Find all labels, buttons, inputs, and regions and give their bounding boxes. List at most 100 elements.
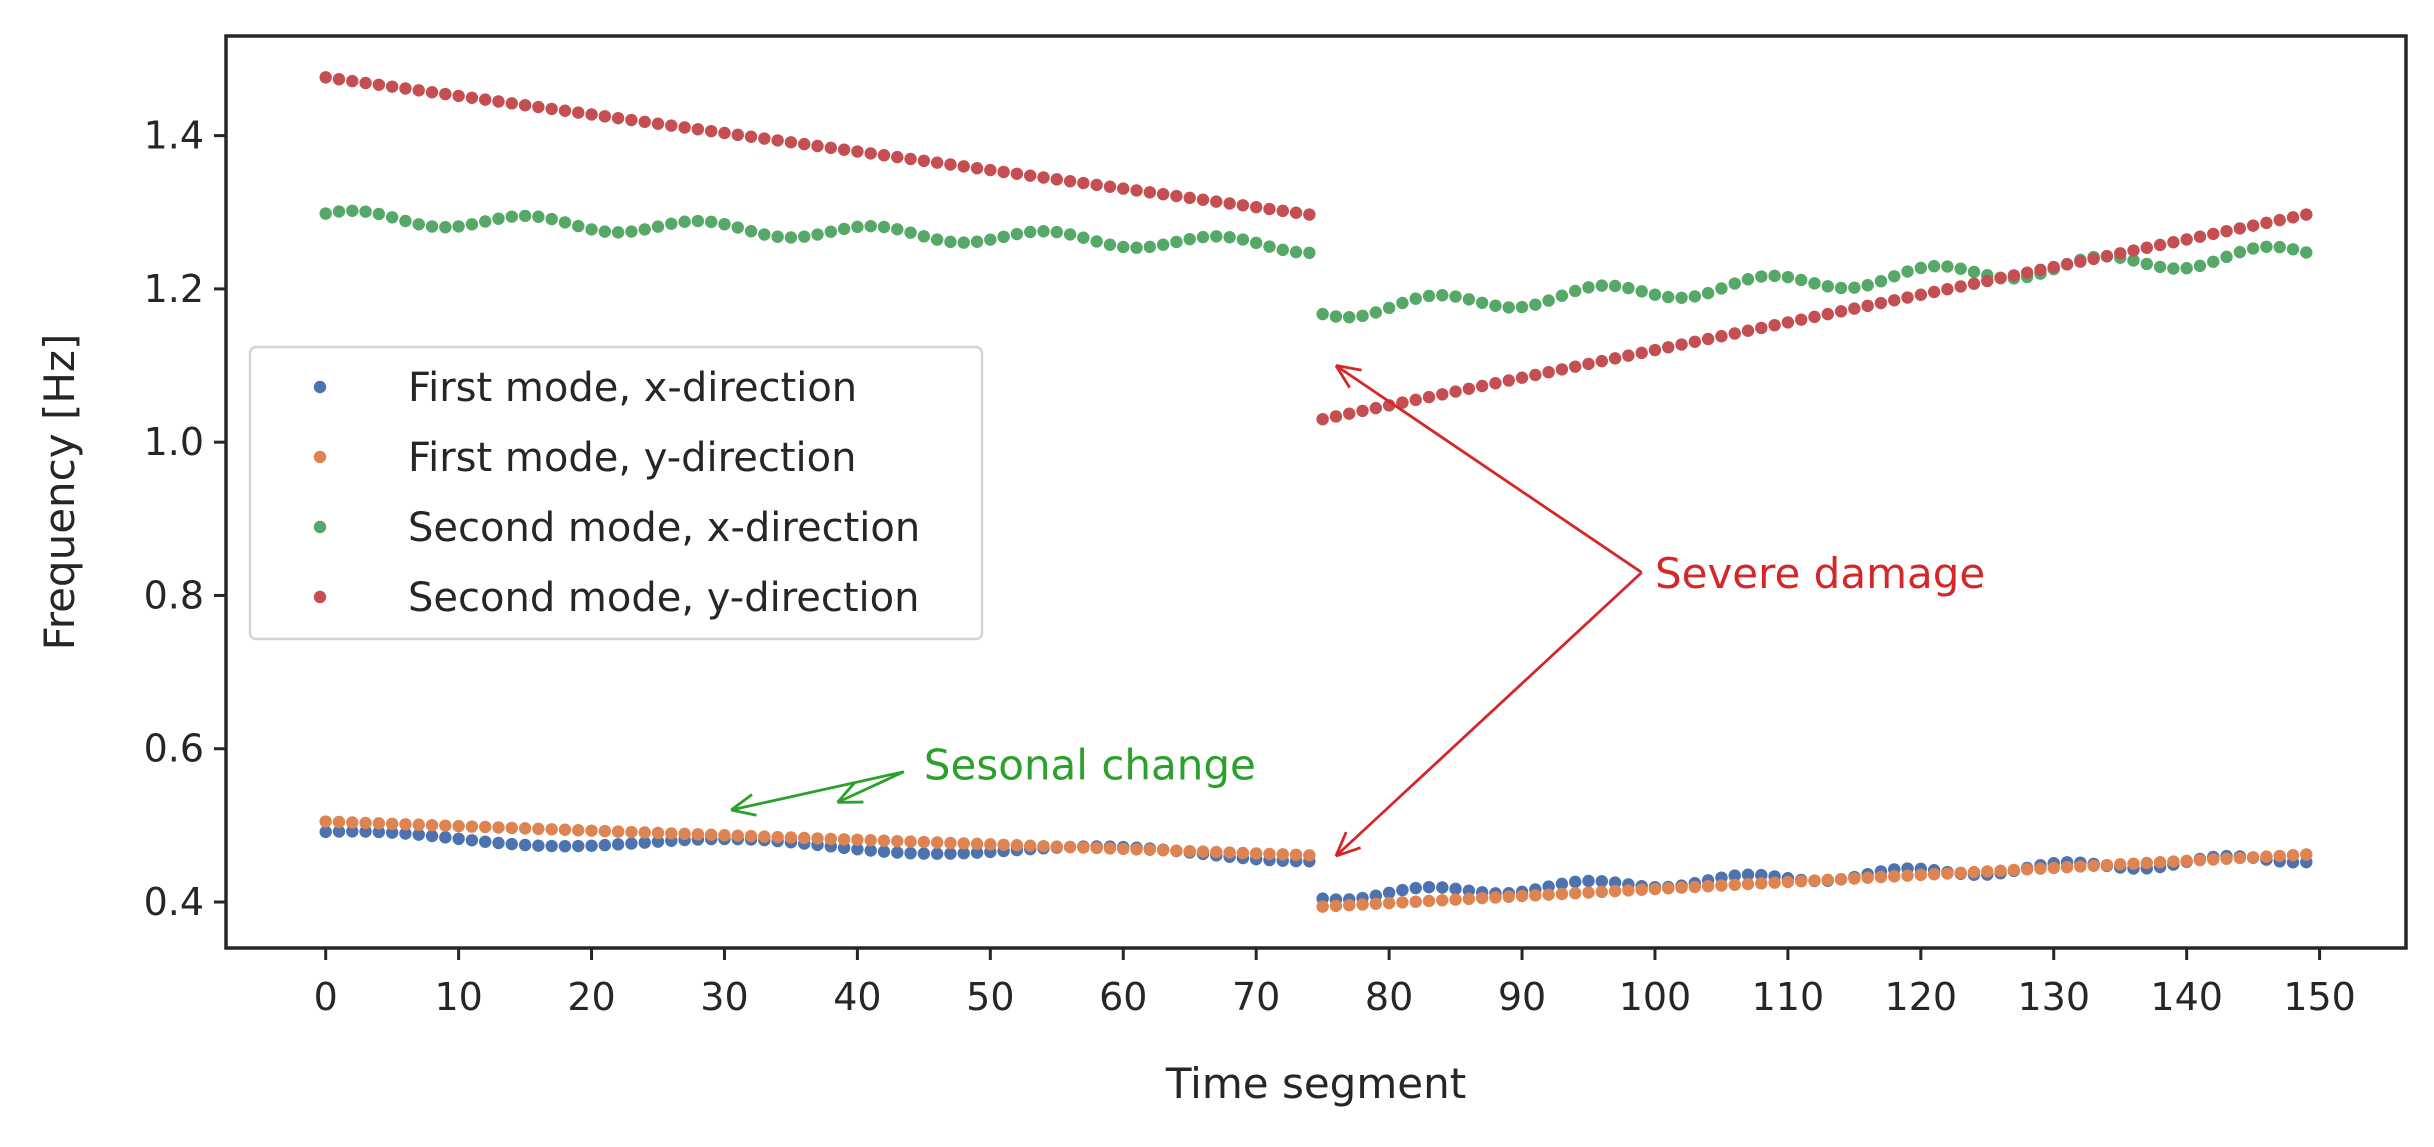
data-point-series-3: [1223, 231, 1236, 244]
data-point-series-2: [505, 821, 518, 835]
data-point-series-3: [1436, 289, 1449, 302]
data-point-series-2: [1289, 848, 1303, 862]
data-point-series-2: [1382, 896, 1396, 910]
data-point-series-2: [744, 829, 758, 843]
data-point-series-1: [1595, 875, 1608, 888]
data-point-series-4: [518, 98, 532, 112]
data-point-series-4: [758, 132, 771, 145]
data-point-series-2: [1927, 868, 1941, 881]
data-point-series-2: [2060, 860, 2074, 874]
data-point-series-4: [2140, 241, 2153, 254]
data-point-series-4: [877, 149, 891, 162]
data-point-series-2: [545, 823, 558, 836]
data-point-series-4: [1582, 357, 1595, 371]
data-point-series-2: [465, 820, 479, 833]
data-point-series-4: [1994, 271, 2007, 285]
data-point-series-3: [704, 215, 718, 229]
legend-entry-label: Second mode, y-direction: [408, 575, 919, 621]
data-point-series-3: [1396, 296, 1409, 310]
data-point-series-2: [332, 815, 346, 829]
data-point-series-1: [1555, 877, 1569, 891]
data-point-series-3: [1569, 284, 1582, 298]
data-point-series-2: [851, 833, 864, 846]
data-point-series-2: [1489, 891, 1502, 904]
data-point-series-4: [1024, 169, 1037, 182]
data-point-series-2: [2167, 855, 2180, 868]
data-point-series-2: [2140, 856, 2153, 870]
data-point-series-2: [1156, 844, 1170, 857]
legend-entry-label: First mode, y-direction: [408, 435, 856, 481]
data-point-series-2: [1808, 874, 1821, 887]
data-point-series-4: [1170, 189, 1183, 203]
data-point-series-2: [824, 832, 838, 846]
data-point-series-1: [1396, 883, 1409, 897]
data-point-series-4: [2233, 222, 2247, 235]
data-point-series-2: [1914, 868, 1928, 882]
data-point-series-2: [1409, 895, 1422, 908]
data-point-series-1: [479, 835, 492, 848]
data-point-series-3: [399, 214, 412, 228]
data-point-series-2: [1170, 844, 1183, 857]
data-point-series-4: [1648, 343, 1662, 357]
data-point-series-3: [824, 225, 838, 238]
data-point-series-2: [877, 834, 891, 847]
data-point-series-3: [1741, 273, 1755, 286]
data-point-series-3: [2127, 254, 2140, 267]
data-point-series-3: [492, 212, 505, 225]
data-point-series-4: [1090, 178, 1103, 192]
data-point-series-3: [758, 228, 771, 241]
data-point-series-3: [2220, 250, 2233, 264]
data-point-series-2: [665, 827, 678, 840]
data-point-series-4: [1103, 180, 1117, 193]
data-point-series-3: [864, 219, 877, 233]
data-point-series-2: [2300, 848, 2313, 861]
data-point-series-4: [359, 76, 372, 90]
legend-entry-label: First mode, x-direction: [408, 365, 857, 411]
data-point-series-3: [2260, 240, 2273, 253]
data-point-series-4: [505, 97, 518, 110]
data-point-series-3: [1582, 281, 1595, 294]
data-point-series-3: [1622, 281, 1635, 295]
y-tick-label: 0.4: [144, 880, 204, 924]
data-point-series-3: [1861, 279, 1874, 292]
data-point-series-3: [2193, 259, 2207, 273]
x-tick-label: 70: [1232, 975, 1280, 1019]
data-point-series-3: [798, 230, 811, 243]
data-point-series-3: [1422, 289, 1436, 303]
data-point-series-2: [492, 821, 505, 834]
data-point-series-3: [718, 217, 731, 231]
data-point-series-2: [970, 837, 984, 851]
data-point-series-4: [532, 100, 545, 114]
data-point-series-1: [930, 847, 944, 860]
y-tick-label: 1.2: [144, 267, 204, 311]
data-point-series-1: [837, 841, 851, 855]
data-point-series-4: [2020, 266, 2034, 279]
x-tick-label: 100: [1619, 975, 1692, 1019]
data-point-series-3: [1196, 230, 1210, 244]
annotation-arrow: [1334, 364, 1643, 574]
data-point-series-4: [824, 141, 838, 155]
x-axis-label: Time segment: [1165, 1059, 1466, 1108]
data-point-series-4: [1834, 305, 1848, 318]
data-point-series-4: [2060, 258, 2074, 271]
data-point-series-2: [811, 832, 824, 845]
data-point-series-4: [851, 145, 864, 158]
data-point-series-4: [1542, 365, 1555, 379]
data-point-series-4: [1874, 296, 1888, 310]
data-point-series-2: [1143, 843, 1157, 856]
data-point-series-3: [346, 204, 359, 217]
data-point-series-4: [997, 165, 1010, 179]
data-point-series-4: [864, 147, 877, 160]
data-point-series-2: [1715, 879, 1728, 892]
data-point-series-3: [1941, 260, 1954, 273]
data-point-series-4: [1422, 390, 1436, 404]
data-point-series-3: [1063, 228, 1077, 241]
data-point-series-2: [1874, 870, 1888, 884]
data-point-series-4: [1622, 349, 1635, 362]
data-point-series-1: [851, 843, 864, 856]
data-point-series-3: [598, 225, 612, 238]
data-point-series-2: [1675, 881, 1688, 894]
data-point-series-3: [1263, 240, 1276, 253]
data-point-series-1: [412, 828, 425, 841]
legend-entry-label: Second mode, x-direction: [408, 505, 920, 551]
